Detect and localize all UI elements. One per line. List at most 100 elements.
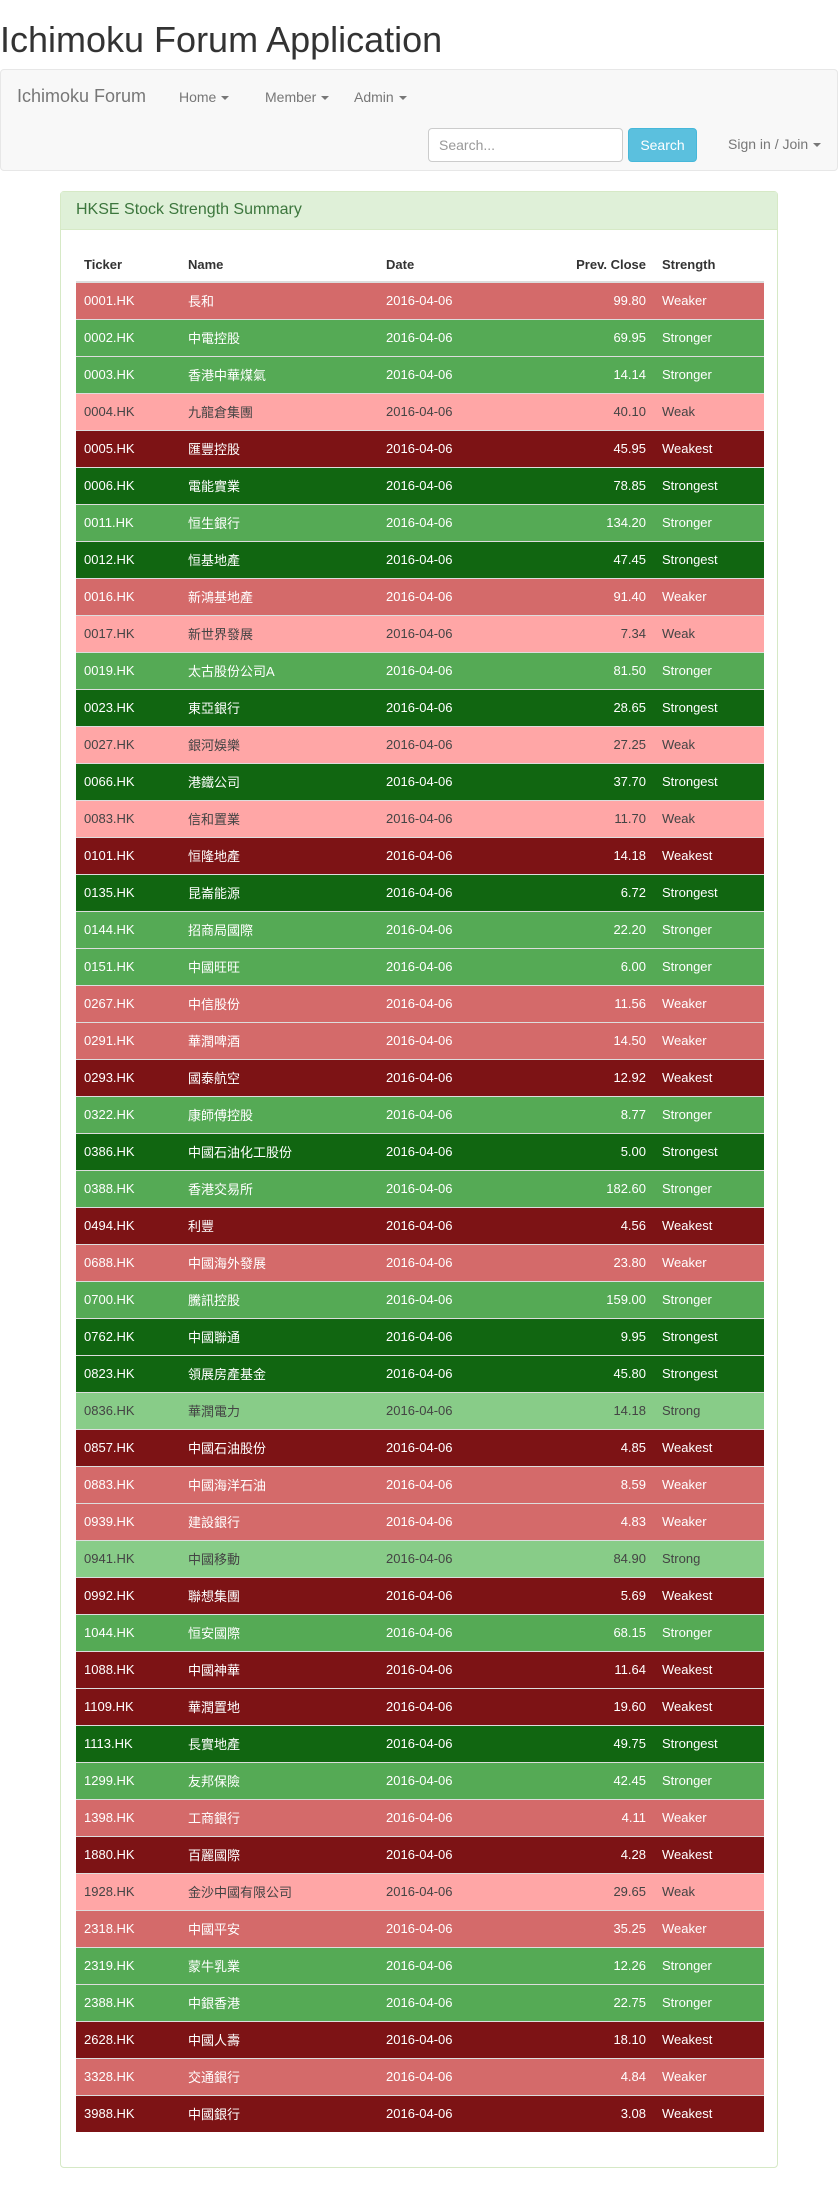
cell-strength: Weakest: [654, 1687, 764, 1725]
cell-strength: Weaker: [654, 1243, 764, 1281]
cell-name: 長和: [180, 281, 378, 319]
cell-strength: Strongest: [654, 466, 764, 504]
cell-strength: Strongest: [654, 540, 764, 578]
cell-strength: Weakest: [654, 836, 764, 874]
cell-name: 中國移動: [180, 1539, 378, 1577]
table-header: Ticker Name Date Prev. Close Strength: [76, 248, 764, 283]
cell-strength: Weakest: [654, 2094, 764, 2132]
cell-date: 2016-04-06: [378, 1465, 528, 1503]
cell-strength: Weaker: [654, 1021, 764, 1059]
cell-ticker: 0011.HK: [76, 503, 180, 541]
cell-strength: Weakest: [654, 429, 764, 467]
cell-ticker: 1109.HK: [76, 1687, 180, 1725]
cell-prev-close: 47.45: [528, 540, 654, 578]
cell-date: 2016-04-06: [378, 725, 528, 763]
cell-strength: Weaker: [654, 984, 764, 1022]
cell-date: 2016-04-06: [378, 1428, 528, 1466]
nav-member-label: Member: [265, 89, 317, 105]
cell-strength: Weak: [654, 614, 764, 652]
cell-ticker: 1880.HK: [76, 1835, 180, 1873]
cell-date: 2016-04-06: [378, 1946, 528, 1984]
table-row: 2318.HK 中國平安 2016-04-06 35.25 Weaker: [76, 1909, 764, 1947]
cell-name: 中國海洋石油: [180, 1465, 378, 1503]
table-row: 0003.HK 香港中華煤氣 2016-04-06 14.14 Stronger: [76, 355, 764, 393]
cell-ticker: 0494.HK: [76, 1206, 180, 1244]
cell-name: 建設銀行: [180, 1502, 378, 1540]
signin-label: Sign in / Join: [728, 136, 809, 152]
cell-strength: Weak: [654, 1872, 764, 1910]
nav-admin[interactable]: Admin: [354, 89, 407, 105]
search-button[interactable]: Search: [628, 128, 697, 162]
cell-strength: Stronger: [654, 503, 764, 541]
cell-strength: Weaker: [654, 1798, 764, 1836]
cell-name: 新鴻基地產: [180, 577, 378, 615]
cell-prev-close: 12.92: [528, 1058, 654, 1096]
cell-prev-close: 45.95: [528, 429, 654, 467]
caret-down-icon: [398, 96, 407, 101]
table-row: 0005.HK 匯豐控股 2016-04-06 45.95 Weakest: [76, 429, 764, 467]
cell-date: 2016-04-06: [378, 1761, 528, 1799]
cell-ticker: 0836.HK: [76, 1391, 180, 1429]
cell-prev-close: 40.10: [528, 392, 654, 430]
cell-name: 中國人壽: [180, 2020, 378, 2058]
table-row: 1044.HK 恒安國際 2016-04-06 68.15 Stronger: [76, 1613, 764, 1651]
table-row: 0494.HK 利豐 2016-04-06 4.56 Weakest: [76, 1206, 764, 1244]
cell-prev-close: 78.85: [528, 466, 654, 504]
cell-ticker: 3328.HK: [76, 2057, 180, 2095]
table-row: 0002.HK 中電控股 2016-04-06 69.95 Stronger: [76, 318, 764, 356]
cell-name: 騰訊控股: [180, 1280, 378, 1318]
cell-prev-close: 29.65: [528, 1872, 654, 1910]
cell-date: 2016-04-06: [378, 1317, 528, 1355]
cell-ticker: 0857.HK: [76, 1428, 180, 1466]
cell-prev-close: 42.45: [528, 1761, 654, 1799]
cell-strength: Stronger: [654, 1613, 764, 1651]
cell-ticker: 0066.HK: [76, 762, 180, 800]
cell-strength: Weakest: [654, 1058, 764, 1096]
cell-date: 2016-04-06: [378, 762, 528, 800]
cell-prev-close: 4.56: [528, 1206, 654, 1244]
cell-prev-close: 49.75: [528, 1724, 654, 1762]
cell-prev-close: 81.50: [528, 651, 654, 689]
cell-date: 2016-04-06: [378, 1354, 528, 1392]
cell-name: 金沙中國有限公司: [180, 1872, 378, 1910]
cell-ticker: 0144.HK: [76, 910, 180, 948]
cell-ticker: 1398.HK: [76, 1798, 180, 1836]
cell-name: 九龍倉集團: [180, 392, 378, 430]
cell-prev-close: 11.70: [528, 799, 654, 837]
cell-prev-close: 4.11: [528, 1798, 654, 1836]
table-row: 1880.HK 百麗國際 2016-04-06 4.28 Weakest: [76, 1835, 764, 1873]
cell-date: 2016-04-06: [378, 688, 528, 726]
cell-ticker: 0017.HK: [76, 614, 180, 652]
table-row: 0836.HK 華潤電力 2016-04-06 14.18 Strong: [76, 1391, 764, 1429]
cell-name: 華潤啤酒: [180, 1021, 378, 1059]
table-row: 0083.HK 信和置業 2016-04-06 11.70 Weak: [76, 799, 764, 837]
cell-strength: Strong: [654, 1391, 764, 1429]
cell-prev-close: 5.00: [528, 1132, 654, 1170]
cell-prev-close: 23.80: [528, 1243, 654, 1281]
cell-strength: Weaker: [654, 577, 764, 615]
cell-name: 太古股份公司A: [180, 651, 378, 689]
cell-date: 2016-04-06: [378, 1909, 528, 1947]
cell-ticker: 0883.HK: [76, 1465, 180, 1503]
nav-admin-label: Admin: [354, 89, 394, 105]
cell-name: 香港中華煤氣: [180, 355, 378, 393]
nav-home[interactable]: Home: [179, 89, 230, 105]
cell-prev-close: 8.77: [528, 1095, 654, 1133]
table-row: 0857.HK 中國石油股份 2016-04-06 4.85 Weakest: [76, 1428, 764, 1466]
cell-prev-close: 69.95: [528, 318, 654, 356]
cell-name: 中國神華: [180, 1650, 378, 1688]
cell-strength: Strong: [654, 1539, 764, 1577]
cell-name: 恒安國際: [180, 1613, 378, 1651]
search-input[interactable]: [428, 128, 623, 162]
signin-dropdown[interactable]: Sign in / Join: [728, 136, 822, 152]
cell-date: 2016-04-06: [378, 1391, 528, 1429]
table-row: 0019.HK 太古股份公司A 2016-04-06 81.50 Stronger: [76, 651, 764, 689]
cell-name: 匯豐控股: [180, 429, 378, 467]
caret-down-icon: [221, 96, 230, 101]
panel-title: HKSE Stock Strength Summary: [61, 192, 777, 230]
cell-ticker: 0322.HK: [76, 1095, 180, 1133]
nav-member[interactable]: Member: [265, 89, 330, 105]
cell-strength: Weaker: [654, 2057, 764, 2095]
cell-strength: Strongest: [654, 1354, 764, 1392]
navbar-brand[interactable]: Ichimoku Forum: [17, 86, 147, 106]
